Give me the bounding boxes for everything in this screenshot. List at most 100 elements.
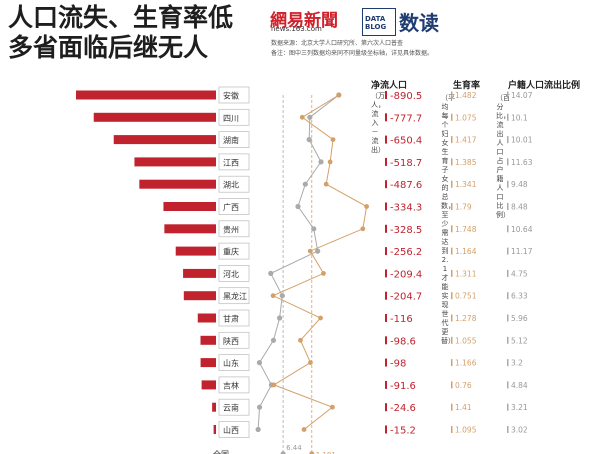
net-bar: [197, 313, 216, 323]
net-bar: [183, 291, 216, 301]
province-label: 四川: [223, 114, 239, 123]
fertility-point: [298, 337, 303, 343]
outflow-marker: [507, 292, 509, 300]
fertility-marker: [451, 426, 453, 433]
net-value: -98: [390, 359, 406, 370]
fertility-marker: [451, 225, 453, 233]
net-value: -209.4: [390, 269, 422, 280]
province-label: 广西: [223, 202, 239, 212]
outflow-value: 4.84: [511, 381, 528, 390]
fertility-point: [307, 248, 313, 254]
net-bar: [183, 268, 216, 278]
outflow-point: [307, 114, 313, 120]
province-label-box: [218, 331, 250, 349]
province-label: 陕西: [223, 336, 239, 346]
net-marker: [385, 403, 387, 412]
outflow-value: 10.64: [511, 225, 533, 234]
outflow-point: [311, 226, 317, 232]
fertility-point: [270, 293, 276, 299]
fertility-value: 1.41: [455, 403, 472, 412]
fertility-point: [360, 226, 366, 232]
net-value: -650.4: [390, 136, 422, 147]
fertility-marker: [451, 314, 453, 322]
province-label: 贵州: [223, 224, 239, 234]
fertility-marker: [451, 91, 453, 99]
outflow-point: [256, 360, 263, 366]
fertility-point: [299, 114, 305, 120]
province-label-box: [218, 421, 250, 438]
net-marker: [385, 291, 387, 300]
national-fertility-label: 1.181: [316, 451, 336, 454]
outflow-marker: [507, 336, 509, 344]
outflow-value: 5.12: [511, 336, 528, 345]
net-bar: [201, 380, 216, 390]
fertility-value: 1.311: [455, 269, 477, 278]
fertility-marker: [451, 180, 453, 188]
net-marker: [385, 336, 387, 345]
outflow-marker: [507, 403, 509, 411]
net-value: -91.6: [390, 381, 416, 392]
province-label: 湖南: [223, 135, 239, 145]
fertility-point: [308, 360, 313, 365]
net-value: -116: [390, 314, 413, 325]
fertility-value: 1.166: [455, 359, 477, 368]
fertility-point: [330, 404, 335, 410]
province-label-box: [218, 86, 250, 104]
fertility-marker: [451, 359, 453, 367]
net-bar: [113, 135, 216, 145]
outflow-value: 3.02: [511, 426, 528, 435]
province-label-box: [218, 198, 250, 215]
province-label: 甘肃: [223, 314, 239, 324]
outflow-point: [270, 337, 277, 343]
fertility-value: 1.164: [455, 247, 477, 256]
net-marker: [385, 269, 387, 278]
province-label-box: [218, 398, 250, 416]
title-line-2: 多省面临后继无人: [8, 33, 209, 62]
province-label-box: [218, 153, 250, 171]
outflow-unit-note: （百分比，流出人口占户籍人口比例）: [496, 94, 510, 219]
fertility-value: 1.417: [455, 136, 477, 145]
logo-text-blog: BLOG: [365, 23, 387, 31]
net-bar: [213, 425, 216, 434]
fertility-marker: [451, 203, 453, 210]
outflow-marker: [507, 136, 509, 144]
outflow-marker: [507, 180, 509, 188]
fertility-marker: [451, 403, 453, 411]
net-marker: [385, 135, 387, 144]
fertility-value: 1.095: [455, 426, 477, 435]
national-outflow-point: [280, 451, 286, 454]
province-label: 云南: [223, 403, 239, 413]
net-marker: [385, 247, 387, 256]
net-bar: [212, 402, 216, 412]
province-label-box: [218, 265, 250, 282]
outflow-marker: [507, 314, 509, 322]
net-value: -518.7: [390, 158, 422, 169]
net-bar: [164, 224, 216, 234]
brand-url: news.163.com: [271, 25, 322, 33]
province-label: 吉林: [223, 380, 239, 390]
fertility-value: 1.278: [455, 314, 477, 323]
fertility-value: 1.341: [455, 180, 477, 189]
net-marker: [385, 202, 387, 211]
outflow-point: [315, 248, 321, 254]
province-label-box: [218, 287, 250, 305]
province-label: 安徽: [223, 91, 239, 101]
outflow-point: [256, 404, 263, 410]
fertility-value: 1.748: [455, 225, 477, 234]
net-marker: [385, 358, 387, 367]
outflow-value: 3.2: [511, 359, 523, 368]
outflow-marker: [507, 91, 509, 99]
fertility-value: 1.79: [455, 203, 472, 212]
outflow-value: 10.1: [511, 113, 528, 122]
province-label-box: [218, 376, 250, 394]
outflow-marker: [507, 426, 509, 433]
province-label-box: [218, 175, 250, 193]
net-bar: [163, 202, 216, 211]
shudu-logo-text: 数读: [399, 11, 439, 35]
fertility-marker: [451, 269, 453, 277]
outflow-marker: [507, 113, 509, 121]
fertility-value: 1.055: [455, 336, 477, 345]
outflow-value: 11.17: [511, 247, 533, 256]
national-label: 全国: [213, 449, 229, 454]
